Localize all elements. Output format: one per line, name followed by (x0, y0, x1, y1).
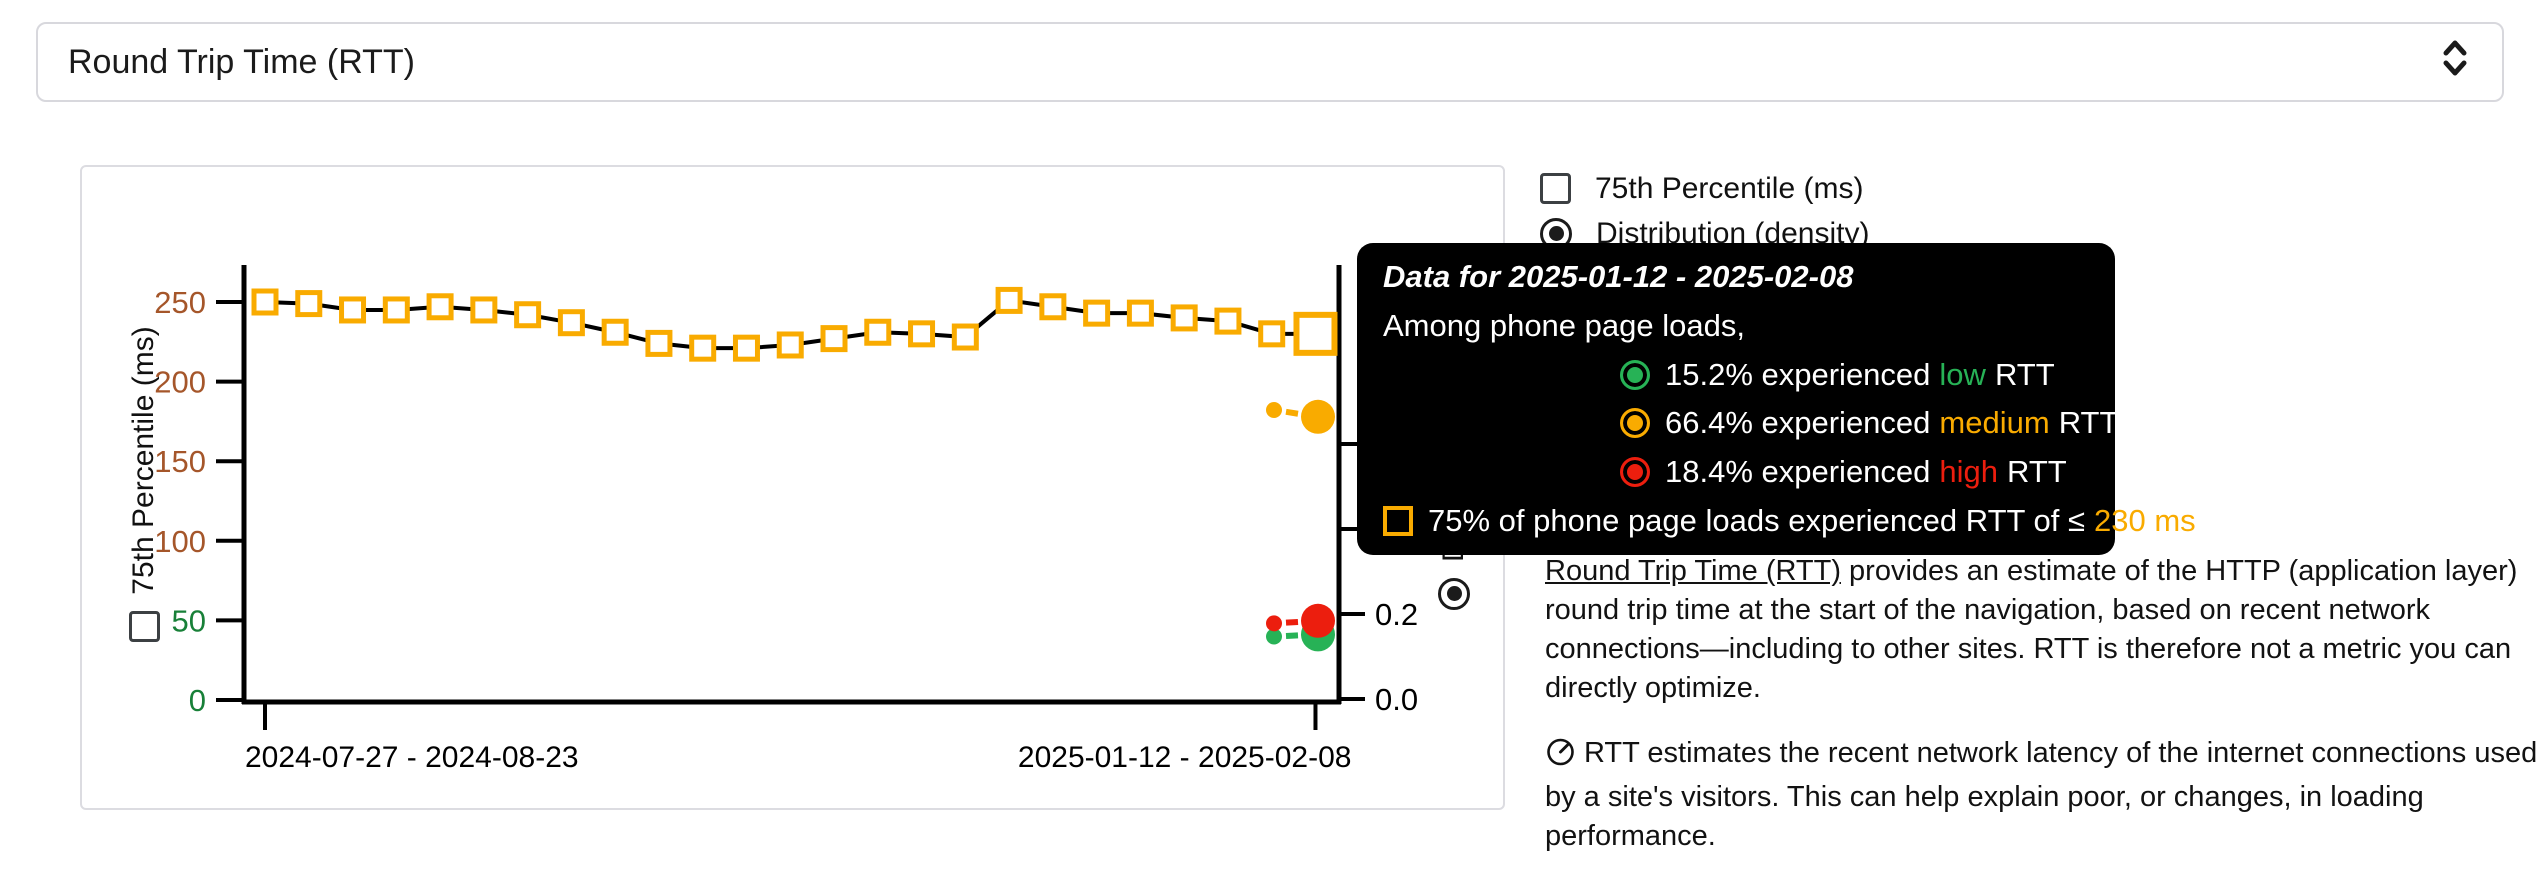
medium-density-dot-icon (1620, 408, 1650, 439)
low-density-dot-prev[interactable] (1266, 628, 1282, 645)
rating-high: high (1939, 454, 1999, 490)
unfold-more-icon (2438, 34, 2472, 91)
tooltip-suffix: RTT (2058, 405, 2119, 441)
chart-tooltip: Data for 2025-01-12 - 2025-02-08 Among p… (1357, 243, 2196, 555)
p75-marker[interactable] (514, 301, 542, 329)
p75-marker[interactable] (1126, 299, 1154, 327)
p75-marker[interactable] (426, 293, 454, 321)
tooltip-row-low: 15.2% experienced low RTT (1620, 357, 2089, 393)
y-tick-label: 0 (189, 683, 206, 718)
y-tick-label: 200 (154, 365, 206, 400)
tooltip-title: Data for 2025-01-12 - 2025-02-08 (1383, 259, 1854, 294)
p75-marker[interactable] (776, 331, 804, 359)
chart-panel: 250 200 150 100 50 0 0.2 0.0 2024-07-27 - 2024-0… (80, 165, 1505, 810)
medium-density-dot-prev[interactable] (1266, 402, 1282, 418)
left-axis-label-text: 75th Percentile (ms) (127, 326, 160, 595)
p75-marker[interactable] (470, 296, 498, 324)
y-tick-label: 100 (154, 524, 206, 559)
tooltip-row-p75: 75% of phone page loads experienced RTT … (1383, 502, 2196, 539)
p75-marker[interactable] (1170, 304, 1198, 332)
description-text: RTT estimates the recent network latency… (1545, 737, 2538, 852)
x-tick-label-first: 2024-07-27 - 2024-08-23 (245, 741, 579, 774)
metric-select-value: Round Trip Time (RTT) (68, 42, 416, 81)
p75-marker[interactable] (295, 290, 323, 318)
p75-marker[interactable] (864, 318, 892, 346)
p75-marker[interactable] (601, 318, 629, 346)
legend-item-75th-percentile[interactable]: 75th Percentile (ms) (1540, 166, 1869, 211)
medium-density-dot-current[interactable] (1301, 399, 1335, 434)
x-tick-label-last: 2025-01-12 - 2025-02-08 (1018, 741, 1352, 774)
gauge-icon (1545, 736, 1576, 778)
p75-marker[interactable] (995, 286, 1023, 314)
legend-label: 75th Percentile (ms) (1595, 171, 1864, 205)
p75-marker[interactable] (908, 320, 936, 348)
p75-marker[interactable] (689, 334, 717, 362)
p75-marker[interactable] (645, 329, 673, 357)
p75-marker-selected[interactable] (1293, 311, 1338, 356)
high-density-dot-prev[interactable] (1266, 615, 1282, 632)
p75-marker[interactable] (339, 296, 367, 324)
high-density-dot-current[interactable] (1301, 603, 1335, 638)
p75-marker[interactable] (1214, 307, 1242, 335)
p75-marker[interactable] (251, 288, 279, 316)
tooltip-p75-text: 75% of phone page loads experienced RTT … (1428, 502, 2085, 538)
metric-description: Round Trip Time (RTT) provides an estima… (1545, 552, 2540, 882)
low-density-link (1285, 632, 1299, 639)
tooltip-subtitle: Among phone page loads, (1383, 307, 1745, 343)
tooltip-suffix: RTT (2007, 454, 2067, 490)
p75-marker[interactable] (820, 325, 848, 353)
left-axis-label: 75th Percentile (ms) (124, 264, 164, 704)
medium-density-link (1285, 408, 1299, 417)
p75-marker[interactable] (951, 323, 979, 351)
density-tick-label: 0.0 (1375, 682, 1418, 717)
tooltip-row-high: 18.4% experienced high RTT (1620, 454, 2089, 490)
rtt-timeseries-chart[interactable]: 250 200 150 100 50 0 0.2 0.0 2024-07-27 - 2024-0… (82, 167, 1507, 812)
p75-marker[interactable] (382, 296, 410, 324)
rating-low: low (1939, 356, 1986, 392)
p75-marker[interactable] (1258, 320, 1286, 348)
description-text: provides an estimate of the HTTP (applic… (1545, 555, 2518, 704)
tooltip-pct: 15.2% experienced (1665, 356, 1931, 392)
low-density-dot-icon (1620, 359, 1650, 390)
tooltip-p75-value: 230 ms (2093, 502, 2196, 538)
checkbox-icon (1540, 173, 1571, 204)
description-paragraph-2: RTT estimates the recent network latency… (1545, 734, 2540, 856)
p75-marker[interactable] (1039, 293, 1067, 321)
y-tick-label: 150 (154, 444, 206, 479)
checkbox-icon (128, 610, 160, 642)
tooltip-pct: 18.4% experienced (1665, 454, 1931, 490)
radio-selected-icon (1438, 578, 1470, 610)
p75-marker-icon (1383, 505, 1413, 536)
rtt-doc-link[interactable]: Round Trip Time (RTT) (1545, 555, 1841, 587)
description-paragraph-1: Round Trip Time (RTT) provides an estima… (1545, 552, 2540, 708)
tooltip-pct: 66.4% experienced (1665, 405, 1931, 441)
p75-marker[interactable] (1083, 299, 1111, 327)
density-tick-label: 0.2 (1375, 597, 1418, 632)
high-density-dot-icon (1620, 457, 1650, 488)
y-tick-label: 50 (172, 603, 206, 638)
y-tick-label: 250 (154, 285, 206, 320)
p75-marker[interactable] (557, 309, 585, 337)
high-density-link (1285, 618, 1299, 626)
p75-marker[interactable] (732, 334, 760, 362)
tooltip-suffix: RTT (1994, 356, 2055, 392)
tooltip-row-medium: 66.4% experienced medium RTT (1620, 405, 2118, 441)
metric-select[interactable]: Round Trip Time (RTT) (36, 22, 2504, 102)
rating-medium: medium (1939, 405, 2050, 441)
